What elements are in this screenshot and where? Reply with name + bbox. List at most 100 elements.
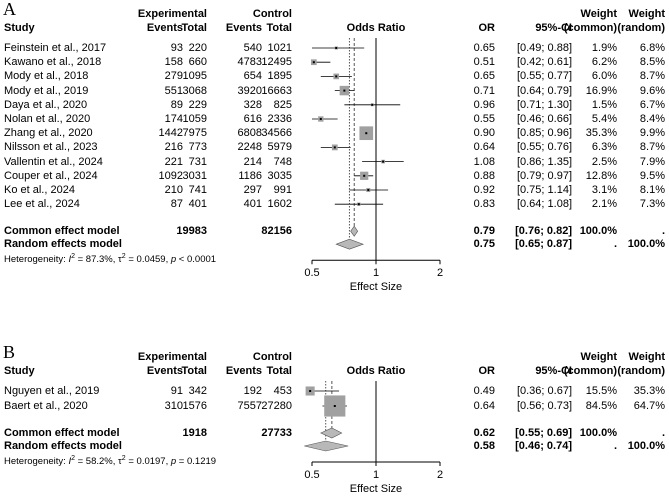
- ctrl-events: 3920: [237, 84, 262, 97]
- header-or: OR: [478, 22, 496, 34]
- exp-total: 1059: [182, 113, 207, 125]
- superscript: 2: [121, 454, 126, 462]
- ci-value: [0.64; 1.08]: [516, 198, 572, 211]
- ctrl-total: 748: [273, 155, 292, 168]
- effect-point: [357, 203, 360, 206]
- exp-events: 210: [164, 184, 183, 196]
- heterogeneity-prefix: Heterogeneity:: [4, 254, 69, 266]
- ctrl-total: 5979: [267, 141, 292, 154]
- exp-events: 1442: [158, 127, 183, 140]
- common-ctrl-total: 82156: [261, 225, 292, 238]
- heterogeneity-p-val: < 0.0001: [176, 254, 217, 266]
- ci-value: [0.71; 1.30]: [516, 98, 572, 111]
- header-odds-ratio: Odds Ratio: [346, 365, 406, 377]
- effect-point: [333, 405, 336, 407]
- ci-value: [0.55; 0.76]: [516, 141, 572, 154]
- study-name: Kawano et al., 2018: [4, 56, 102, 69]
- heterogeneity-text: Heterogeneity: I2 = 87.3%, τ2 = 0.0459, …: [4, 253, 216, 266]
- exp-total: 660: [188, 56, 207, 69]
- effect-point: [312, 61, 315, 64]
- exp-events: 310: [164, 400, 183, 412]
- common-effect-diamond: [320, 427, 343, 439]
- exp-total: 1095: [182, 70, 207, 83]
- exp-events: 1092: [158, 169, 183, 182]
- effect-point: [367, 189, 370, 191]
- exp-events: 216: [164, 141, 183, 154]
- header-ci: 95%-CI: [535, 365, 572, 377]
- weight-random: 8.1%: [639, 184, 665, 196]
- header-odds-ratio: Odds Ratio: [346, 22, 406, 34]
- weight-common: 84.5%: [585, 400, 617, 412]
- superscript: 2: [71, 253, 75, 261]
- or-value: 0.88: [473, 169, 495, 182]
- weight-random: 6.8%: [639, 42, 665, 54]
- ctrl-total: 27280: [261, 400, 292, 412]
- effect-point: [382, 160, 385, 163]
- weight-random: 9.6%: [639, 84, 665, 97]
- weight-random: 9.5%: [639, 169, 665, 182]
- weight-common: 15.5%: [585, 385, 617, 397]
- study-name: Mody et al., 2019: [4, 84, 89, 97]
- heterogeneity-prefix: Heterogeneity:: [4, 456, 69, 467]
- ci-value: [0.56; 0.73]: [516, 400, 572, 412]
- ctrl-total: 825: [273, 98, 292, 111]
- header-random: (random): [617, 365, 665, 377]
- ci-value: [0.75; 1.14]: [516, 184, 572, 196]
- ctrl-events: 616: [243, 113, 262, 125]
- ctrl-total: 34566: [261, 127, 292, 140]
- effect-point: [309, 390, 312, 392]
- ctrl-events: 328: [243, 98, 262, 111]
- random-effect-diamond: [304, 440, 349, 452]
- header-events: Events: [225, 365, 262, 377]
- ctrl-events: 2248: [237, 141, 262, 154]
- heterogeneity-i2: I: [68, 456, 72, 467]
- weight-random: 35.3%: [633, 385, 665, 397]
- weight-common: 1.9%: [591, 42, 617, 54]
- weight-random: 64.7%: [633, 400, 665, 412]
- header-weight-random: Weight: [628, 351, 665, 363]
- header-ci: 95%-CI: [535, 22, 572, 34]
- x-tick-label: 0.5: [304, 469, 320, 481]
- header-total: Total: [181, 365, 207, 377]
- weight-random: 9.9%: [639, 127, 665, 140]
- common-exp-total: 19983: [176, 225, 207, 238]
- weight-common: 6.3%: [591, 141, 617, 154]
- weight-random: 7.9%: [639, 155, 665, 168]
- x-tick-label: 0.5: [304, 267, 320, 280]
- header-weight-random: Weight: [628, 8, 665, 20]
- header-study: Study: [4, 22, 35, 34]
- effect-point: [365, 132, 368, 135]
- weight-random: 7.3%: [639, 198, 665, 211]
- ctrl-total: 453: [273, 385, 292, 397]
- ci-value: [0.79; 0.97]: [516, 169, 572, 182]
- or-value: 0.64: [473, 400, 495, 412]
- exp-total: 3068: [182, 84, 207, 97]
- header-events: Events: [146, 22, 183, 34]
- header-total: Total: [266, 365, 292, 377]
- header-experimental: Experimental: [137, 351, 207, 363]
- header-common: (common): [563, 365, 617, 377]
- heterogeneity-i2: I: [68, 254, 72, 266]
- or-value: 0.49: [473, 385, 495, 397]
- study-name: Vallentin et al., 2024: [4, 155, 103, 168]
- weight-common: 6.0%: [591, 70, 617, 83]
- weight-random: 6.7%: [639, 98, 665, 111]
- heterogeneity-tau-val: = 0.0459,: [125, 254, 171, 266]
- header-total: Total: [266, 22, 292, 34]
- random-or: 0.58: [473, 440, 495, 452]
- common-ctrl-total: 27733: [261, 427, 292, 439]
- exp-events: 89: [170, 98, 183, 111]
- ci-value: [0.42; 0.61]: [516, 56, 572, 69]
- random-model-label: Random effects model: [4, 440, 122, 452]
- study-name: Daya et al., 2020: [4, 98, 88, 111]
- x-axis-title: Effect Size: [349, 281, 403, 294]
- weight-common: 6.2%: [591, 56, 617, 69]
- weight-common: 1.5%: [591, 98, 617, 111]
- heterogeneity-text: Heterogeneity: I2 = 58.2%, τ2 = 0.0197, …: [4, 455, 216, 468]
- random-weight-common: .: [613, 440, 617, 452]
- x-tick-label: 2: [436, 267, 444, 280]
- random-weight-random: 100.0%: [627, 238, 665, 251]
- effect-point: [335, 47, 338, 49]
- ci-value: [0.85; 0.96]: [516, 127, 572, 140]
- study-name: Nolan et al., 2020: [4, 113, 91, 125]
